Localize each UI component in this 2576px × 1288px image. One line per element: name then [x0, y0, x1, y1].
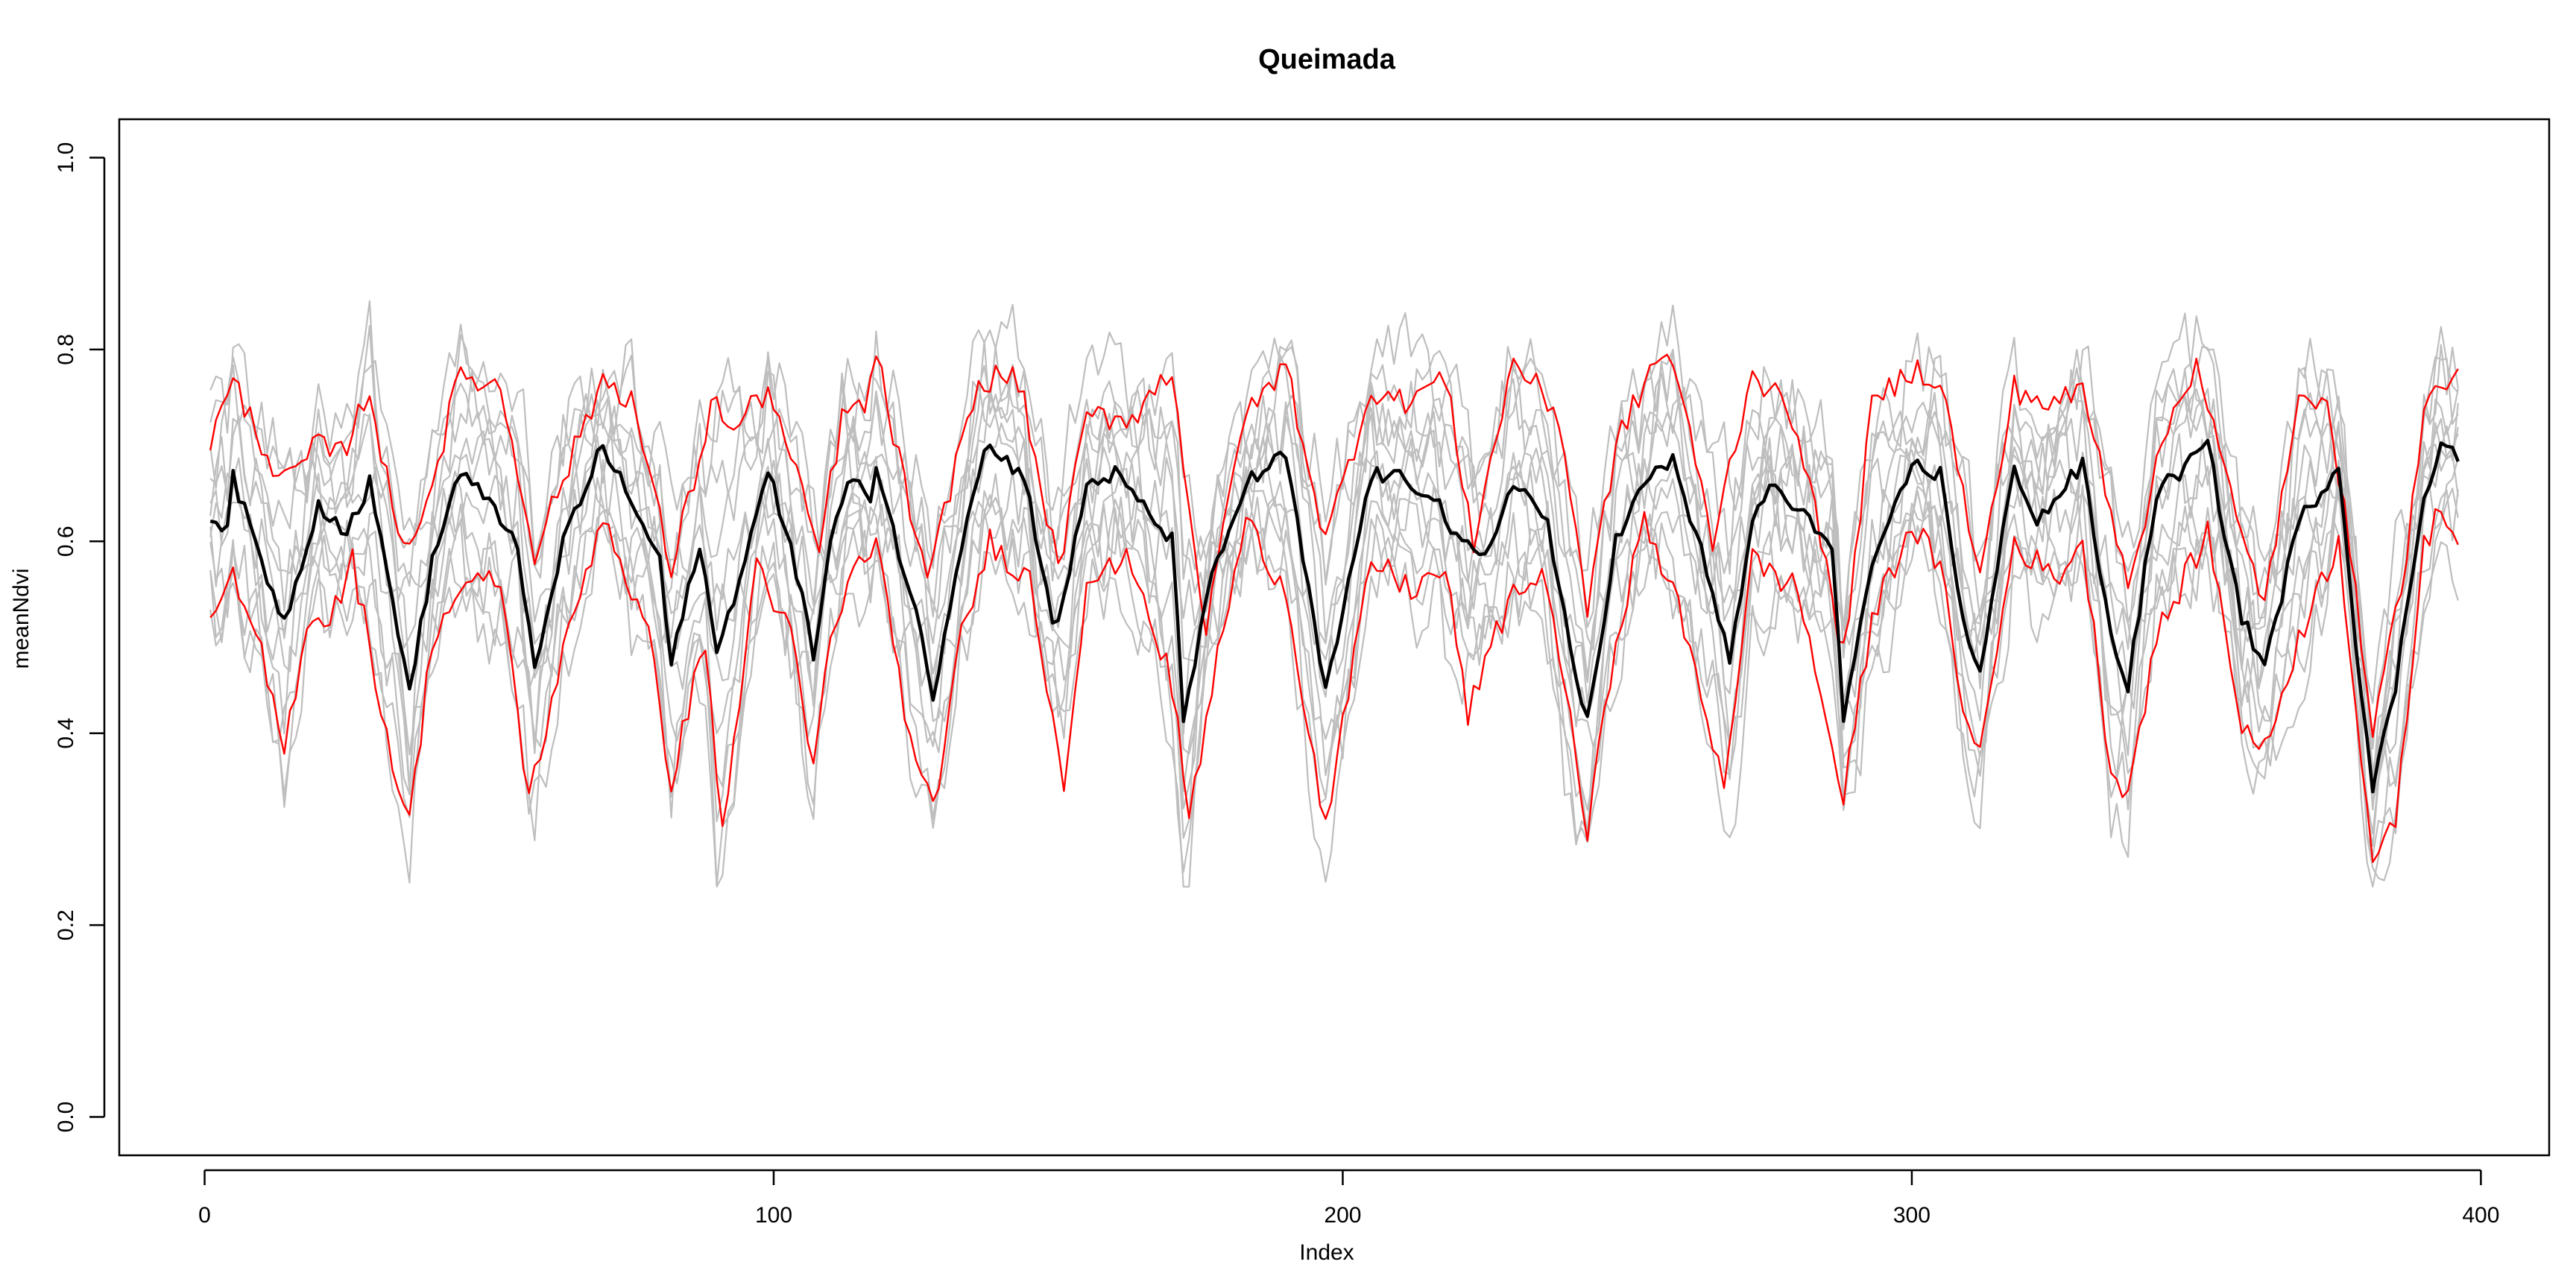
y-tick-label: 0.8 [54, 334, 78, 365]
background-series-line [209, 517, 2459, 888]
background-series-line [209, 303, 2459, 750]
upper-bound-series-line [209, 353, 2459, 738]
bound-series-group [209, 353, 2459, 863]
x-axis: 0 100 200 300 400 [198, 1169, 2499, 1228]
x-tick-label: 200 [1324, 1203, 1361, 1228]
background-series-line [209, 458, 2459, 847]
y-tick-label: 0.4 [54, 718, 78, 749]
chart-title: Queimada [1258, 44, 1396, 75]
y-tick-label: 0.6 [54, 525, 78, 557]
lower-bound-series-line [209, 508, 2459, 863]
y-tick-label: 0.2 [54, 909, 78, 941]
y-axis-label: meanNdvi [9, 568, 34, 669]
y-tick-label: 1.0 [54, 142, 78, 174]
mean-series-group [209, 438, 2460, 794]
y-axis: 0.0 0.2 0.4 0.6 0.8 1.0 [54, 142, 106, 1133]
plot-frame [118, 118, 2551, 1157]
background-series-line [209, 362, 2459, 805]
x-axis-label: Index [1299, 1240, 1354, 1265]
y-tick-label: 0.0 [54, 1102, 78, 1133]
x-tick-label: 100 [755, 1203, 792, 1228]
mean-series-line [209, 438, 2460, 794]
x-tick-label: 300 [1893, 1203, 1931, 1228]
x-tick-label: 400 [2462, 1203, 2499, 1228]
x-tick-label: 0 [198, 1203, 211, 1228]
